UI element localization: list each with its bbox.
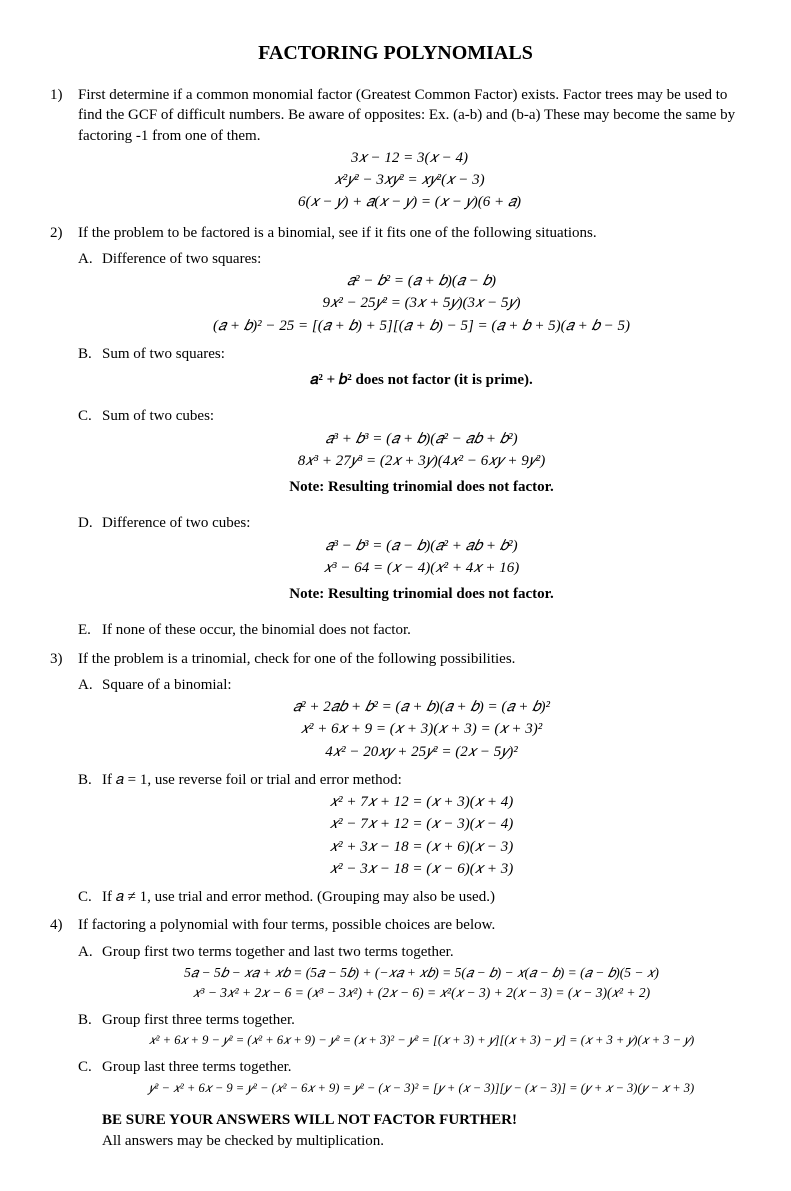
section-4: 4) If factoring a polynomial with four t… xyxy=(50,915,741,1098)
page-title: FACTORING POLYNOMIALS xyxy=(50,40,741,67)
sub-3A: A. Square of a binomial: 𝑎² + 2𝑎𝑏 + 𝑏² =… xyxy=(78,675,741,764)
eq-3B-1: 𝑥² + 7𝑥 + 12 = (𝑥 + 3)(𝑥 + 4) xyxy=(102,792,741,812)
note-2B: 𝑎² + 𝑏² does not factor (it is prime). xyxy=(102,370,741,390)
footer-line2: All answers may be checked by multiplica… xyxy=(102,1131,741,1151)
eq-2C-2: 8𝑥³ + 27𝑦³ = (2𝑥 + 3𝑦)(4𝑥² − 6𝑥𝑦 + 9𝑦²) xyxy=(102,451,741,471)
sub-2D-num: D. xyxy=(78,513,102,614)
eq-3B-2: 𝑥² − 7𝑥 + 12 = (𝑥 − 3)(𝑥 − 4) xyxy=(102,814,741,834)
section-3-text: If the problem is a trinomial, check for… xyxy=(78,649,741,669)
section-1-num: 1) xyxy=(50,85,78,215)
sub-2C-label: Sum of two cubes: xyxy=(102,406,741,426)
sub-4B-num: B. xyxy=(78,1010,102,1051)
sub-3C-label: If 𝑎 ≠ 1, use trial and error method. (G… xyxy=(102,887,741,907)
section-4-text: If factoring a polynomial with four term… xyxy=(78,915,741,935)
sub-2B-num: B. xyxy=(78,344,102,401)
sub-2A-num: A. xyxy=(78,249,102,338)
sub-3B-num: B. xyxy=(78,770,102,881)
sub-3C: C. If 𝑎 ≠ 1, use trial and error method.… xyxy=(78,887,741,907)
sub-2C: C. Sum of two cubes: 𝑎³ + 𝑏³ = (𝑎 + 𝑏)(𝑎… xyxy=(78,406,741,507)
sub-4A-label: Group first two terms together and last … xyxy=(102,942,741,962)
section-3-num: 3) xyxy=(50,649,78,908)
sub-4B-label: Group first three terms together. xyxy=(102,1010,741,1030)
eq-3A-1: 𝑎² + 2𝑎𝑏 + 𝑏² = (𝑎 + 𝑏)(𝑎 + 𝑏) = (𝑎 + 𝑏)… xyxy=(102,697,741,717)
eq-2D-2: 𝑥³ − 64 = (𝑥 − 4)(𝑥² + 4𝑥 + 16) xyxy=(102,558,741,578)
section-3: 3) If the problem is a trinomial, check … xyxy=(50,649,741,908)
eq-2A-2: 9𝑥² − 25𝑦² = (3𝑥 + 5𝑦)(3𝑥 − 5𝑦) xyxy=(102,293,741,313)
sub-4C: C. Group last three terms together. 𝑦² −… xyxy=(78,1057,741,1098)
eq-3A-3: 4𝑥² − 20𝑥𝑦 + 25𝑦² = (2𝑥 − 5𝑦)² xyxy=(102,742,741,762)
sub-2E-num: E. xyxy=(78,620,102,640)
sub-3C-num: C. xyxy=(78,887,102,907)
eq-3A-2: 𝑥² + 6𝑥 + 9 = (𝑥 + 3)(𝑥 + 3) = (𝑥 + 3)² xyxy=(102,719,741,739)
note-2C: Note: Resulting trinomial does not facto… xyxy=(102,477,741,497)
footer: BE SURE YOUR ANSWERS WILL NOT FACTOR FUR… xyxy=(102,1110,741,1151)
section-2-text: If the problem to be factored is a binom… xyxy=(78,223,741,243)
eq-4C-1: 𝑦² − 𝑥² + 6𝑥 − 9 = 𝑦² − (𝑥² − 6𝑥 + 9) = … xyxy=(102,1080,741,1097)
footer-line1: BE SURE YOUR ANSWERS WILL NOT FACTOR FUR… xyxy=(102,1110,741,1130)
sub-3B-label: If 𝑎 = 1, use reverse foil or trial and … xyxy=(102,770,741,790)
sub-4A: A. Group first two terms together and la… xyxy=(78,942,741,1005)
eq-2D-1: 𝑎³ − 𝑏³ = (𝑎 − 𝑏)(𝑎² + 𝑎𝑏 + 𝑏²) xyxy=(102,536,741,556)
section-2: 2) If the problem to be factored is a bi… xyxy=(50,223,741,641)
section-2-num: 2) xyxy=(50,223,78,641)
sub-3A-label: Square of a binomial: xyxy=(102,675,741,695)
sub-2A: A. Difference of two squares: 𝑎² − 𝑏² = … xyxy=(78,249,741,338)
section-1-text: First determine if a common monomial fac… xyxy=(78,85,741,146)
eq-2A-3: (𝑎 + 𝑏)² − 25 = [(𝑎 + 𝑏) + 5][(𝑎 + 𝑏) − … xyxy=(102,316,741,336)
sub-2A-label: Difference of two squares: xyxy=(102,249,741,269)
note-2D: Note: Resulting trinomial does not facto… xyxy=(102,584,741,604)
sub-2E: E. If none of these occur, the binomial … xyxy=(78,620,741,640)
eq-1-3: 6(𝑥 − 𝑦) + 𝑎(𝑥 − 𝑦) = (𝑥 − 𝑦)(6 + 𝑎) xyxy=(78,192,741,212)
sub-3A-num: A. xyxy=(78,675,102,764)
sub-2C-num: C. xyxy=(78,406,102,507)
eq-4B-1: 𝑥² + 6𝑥 + 9 − 𝑦² = (𝑥² + 6𝑥 + 9) − 𝑦² = … xyxy=(102,1032,741,1049)
sub-2D-label: Difference of two cubes: xyxy=(102,513,741,533)
section-4-num: 4) xyxy=(50,915,78,1098)
eq-3B-3: 𝑥² + 3𝑥 − 18 = (𝑥 + 6)(𝑥 − 3) xyxy=(102,837,741,857)
eq-2A-1: 𝑎² − 𝑏² = (𝑎 + 𝑏)(𝑎 − 𝑏) xyxy=(102,271,741,291)
sub-3B: B. If 𝑎 = 1, use reverse foil or trial a… xyxy=(78,770,741,881)
sub-4C-label: Group last three terms together. xyxy=(102,1057,741,1077)
sub-2E-label: If none of these occur, the binomial doe… xyxy=(102,620,741,640)
eq-4A-2: 𝑥³ − 3𝑥² + 2𝑥 − 6 = (𝑥³ − 3𝑥²) + (2𝑥 − 6… xyxy=(102,984,741,1002)
sub-2D: D. Difference of two cubes: 𝑎³ − 𝑏³ = (𝑎… xyxy=(78,513,741,614)
eq-3B-4: 𝑥² − 3𝑥 − 18 = (𝑥 − 6)(𝑥 + 3) xyxy=(102,859,741,879)
sub-4B: B. Group first three terms together. 𝑥² … xyxy=(78,1010,741,1051)
eq-2C-1: 𝑎³ + 𝑏³ = (𝑎 + 𝑏)(𝑎² − 𝑎𝑏 + 𝑏²) xyxy=(102,429,741,449)
sub-4C-num: C. xyxy=(78,1057,102,1098)
eq-1-2: 𝑥²𝑦² − 3𝑥𝑦² = 𝑥𝑦²(𝑥 − 3) xyxy=(78,170,741,190)
sub-2B: B. Sum of two squares: 𝑎² + 𝑏² does not … xyxy=(78,344,741,401)
sub-4A-num: A. xyxy=(78,942,102,1005)
eq-1-1: 3𝑥 − 12 = 3(𝑥 − 4) xyxy=(78,148,741,168)
sub-2B-label: Sum of two squares: xyxy=(102,344,741,364)
section-1: 1) First determine if a common monomial … xyxy=(50,85,741,215)
eq-4A-1: 5𝑎 − 5𝑏 − 𝑥𝑎 + 𝑥𝑏 = (5𝑎 − 5𝑏) + (−𝑥𝑎 + 𝑥… xyxy=(102,964,741,982)
